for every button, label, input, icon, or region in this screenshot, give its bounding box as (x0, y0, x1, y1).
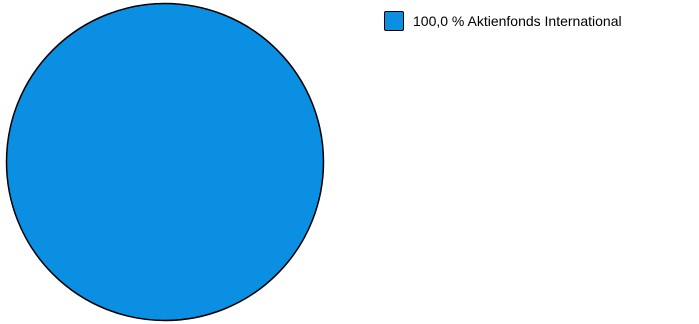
chart-legend: 100,0 % Aktienfonds International (384, 11, 622, 31)
legend-label-aktienfonds-international: 100,0 % Aktienfonds International (413, 13, 622, 29)
legend-swatch-aktienfonds-international (384, 11, 404, 31)
pie-slice-aktienfonds-international (5, 2, 325, 322)
pie-slices (5, 2, 325, 322)
